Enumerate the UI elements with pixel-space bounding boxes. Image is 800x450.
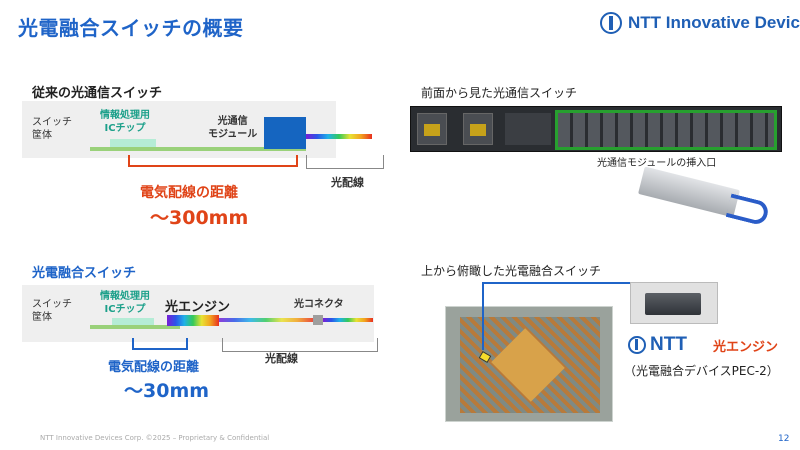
psu-handle-1 (424, 124, 440, 136)
fusion-fiber-spectrum-1 (219, 318, 313, 322)
ntt-logo-icon (600, 12, 622, 34)
pec2-device-body (645, 293, 701, 315)
psu-handle-2 (470, 124, 486, 136)
conventional-distance-value: 〜300mm (150, 207, 249, 229)
switch-front-panel-photo (410, 106, 782, 152)
callout-line-vertical (482, 282, 484, 350)
fusion-distance-bracket (132, 338, 188, 350)
fusion-ic-label: 情報処理用 ICチップ (100, 291, 150, 315)
psu-slot-1 (417, 113, 447, 145)
fusion-ic-chip (112, 318, 154, 326)
conventional-optical-module (264, 117, 306, 149)
conventional-ic-chip (110, 139, 156, 148)
conventional-ic-label: 情報処理用 ICチップ (100, 110, 150, 134)
fusion-board-line (90, 325, 180, 329)
conventional-distance-label: 電気配線の距離 (140, 185, 238, 201)
fusion-chassis-panel (22, 285, 374, 342)
page-title: 光電融合スイッチの概要 (18, 16, 244, 40)
slot-caption: 光通信モジュールの挿入口 (597, 158, 717, 169)
page-number: 12 (778, 434, 790, 444)
device-caption: （光電融合デバイスPEC-2） (624, 364, 779, 378)
optical-module-slots (555, 110, 777, 150)
footer-copyright: NTT Innovative Devices Corp. ©2025 – Pro… (40, 434, 270, 442)
fusion-optical-connector (313, 315, 323, 325)
top-view-heading: 上から俯瞰した光電融合スイッチ (421, 264, 602, 278)
management-ports (505, 113, 551, 145)
ntt-logo-text: NTT (650, 334, 687, 355)
top-engine-label: 光エンジン (713, 340, 779, 355)
transceiver-pull-tab (725, 193, 771, 227)
conventional-board-line (90, 147, 306, 151)
fusion-optical-engine (167, 315, 219, 326)
fusion-engine-label: 光エンジン (165, 300, 231, 315)
front-view-heading: 前面から見た光通信スイッチ (421, 86, 578, 100)
ntt-mark-icon (628, 336, 646, 354)
pec2-device-photo (630, 282, 718, 324)
conventional-fiber-bracket (306, 155, 384, 169)
psu-slot-2 (463, 113, 493, 145)
ntt-brand: NTT (628, 334, 687, 356)
conventional-fiber-spectrum (306, 134, 372, 139)
fusion-fiber-spectrum-2 (323, 318, 373, 322)
fusion-distance-value: 〜30mm (124, 380, 210, 402)
transceiver-module-photo (638, 166, 740, 218)
callout-line-horizontal (482, 282, 630, 284)
fusion-connector-label: 光コネクタ (294, 299, 344, 310)
conventional-distance-bracket (128, 155, 298, 167)
conventional-module-label: 光通信 モジュール (208, 116, 258, 140)
fusion-distance-label: 電気配線の距離 (108, 360, 200, 375)
switch-top-view-photo (445, 306, 613, 422)
fusion-fiber-label: 光配線 (265, 352, 298, 365)
conventional-heading: 従来の光通信スイッチ (32, 86, 163, 101)
fusion-chassis-label: スイッチ 筐体 (32, 299, 72, 323)
logo-text: NTT Innovative Devices (628, 13, 800, 32)
fusion-fiber-bracket (222, 338, 378, 352)
fusion-heading: 光電融合スイッチ (32, 266, 137, 281)
company-logo: NTT Innovative Devices (600, 10, 800, 36)
conventional-fiber-label: 光配線 (331, 176, 364, 189)
conventional-chassis-label: スイッチ 筐体 (32, 117, 72, 141)
